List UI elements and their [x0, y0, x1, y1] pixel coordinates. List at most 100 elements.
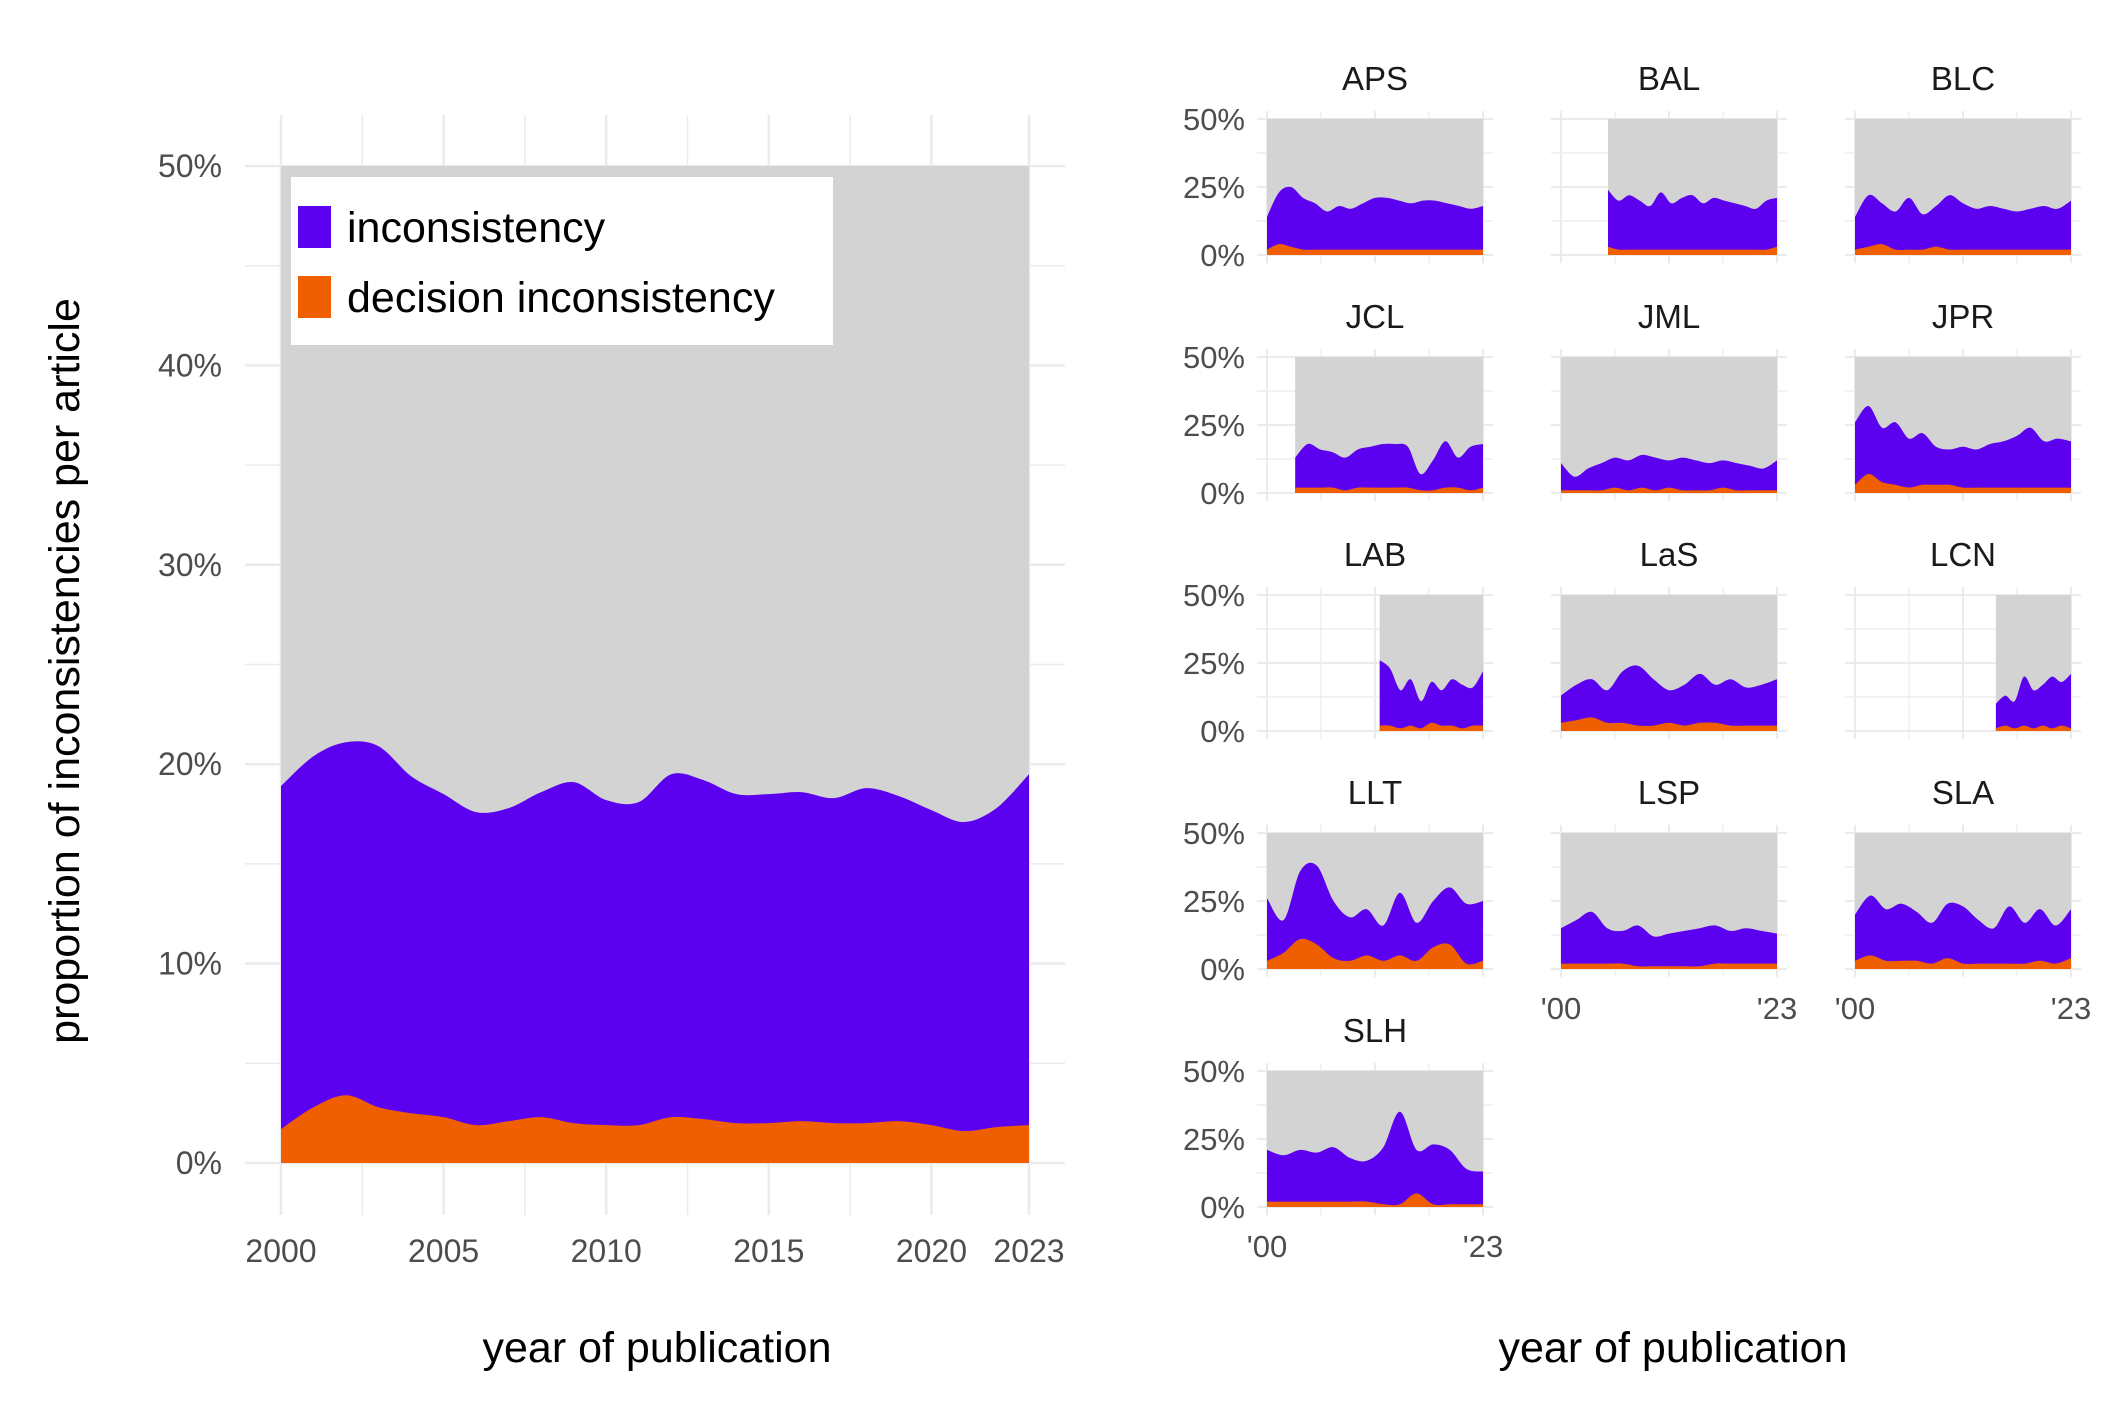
facet-lsp: LSP '00 '23: [1541, 774, 1797, 1026]
legend: inconsistency decision inconsistency: [291, 177, 833, 345]
facet-inconsistency-area: [1267, 186, 1483, 255]
facet-decision-inconsistency-area: [1561, 963, 1777, 969]
facet-blc: BLC: [1845, 60, 2081, 263]
facet-decision-inconsistency-area: [1608, 246, 1777, 255]
facet-y-tick-label: 0%: [1200, 714, 1245, 749]
main-x-tick-labels: 2000 2005 2010 2015 2020 2023: [245, 1233, 1064, 1269]
main-x-tick-label: 2020: [896, 1233, 967, 1269]
facet-y-tick-label: 50%: [1183, 102, 1245, 137]
main-x-tick-label: 2023: [993, 1233, 1064, 1269]
facet-x-tick-label: '00: [1835, 991, 1875, 1026]
main-y-tick-label: 0%: [176, 1145, 222, 1181]
facet-inconsistency-area: [1608, 189, 1777, 255]
facet-panels: APS 0% 25% 50% BAL BLC JCL 0% 25% 50% JML JPR LAB 0% 2…: [1183, 60, 2091, 1264]
facet-jml: JML: [1551, 298, 1787, 501]
main-y-tick-labels: 0% 10% 20% 30% 40% 50%: [158, 148, 222, 1181]
facet-inconsistency-area: [1855, 895, 2071, 969]
facet-inconsistency-area: [1561, 665, 1777, 731]
legend-label-inconsistency: inconsistency: [347, 204, 606, 252]
facet-decision-inconsistency-area: [1267, 1193, 1483, 1207]
facet-inconsistency-area: [1855, 405, 2071, 493]
facet-y-tick-label: 25%: [1183, 170, 1245, 205]
main-y-axis-title: proportion of inconsistencies per articl…: [41, 298, 89, 1044]
facet-y-tick-label: 50%: [1183, 816, 1245, 851]
facet-strip-label: LAB: [1344, 536, 1406, 573]
facet-decision-inconsistency-area: [1855, 244, 2071, 255]
facet-inconsistency-area: [1561, 911, 1777, 969]
facet-inconsistency-area: [1379, 660, 1483, 731]
facet-decision-inconsistency-area: [1295, 487, 1483, 493]
facet-slh: SLH 0% 25% 50% '00 '23: [1183, 1012, 1503, 1264]
main-y-tick-label: 50%: [158, 148, 222, 184]
facet-inconsistency-area: [1267, 1111, 1483, 1207]
facet-y-tick-label: 0%: [1200, 952, 1245, 987]
facet-strip-label: LLT: [1348, 774, 1402, 811]
facet-jcl: JCL 0% 25% 50%: [1183, 298, 1493, 511]
facet-y-tick-label: 50%: [1183, 1054, 1245, 1089]
facet-strip-label: APS: [1342, 60, 1408, 97]
facet-x-tick-label: '00: [1541, 991, 1581, 1026]
facet-strip-label: LSP: [1638, 774, 1700, 811]
main-x-tick-label: 2010: [571, 1233, 642, 1269]
legend-key-inconsistency: [298, 206, 331, 248]
facet-aps: APS 0% 25% 50%: [1183, 60, 1493, 273]
facet-y-tick-label: 0%: [1200, 1190, 1245, 1225]
main-x-tick-label: 2000: [245, 1233, 316, 1269]
legend-label-decision-inconsistency: decision inconsistency: [347, 274, 775, 322]
main-y-tick-label: 20%: [158, 746, 222, 782]
facet-x-tick-label: '23: [2051, 991, 2091, 1026]
facet-y-tick-label: 0%: [1200, 238, 1245, 273]
facet-strip-label: JPR: [1932, 298, 1994, 335]
legend-background: [291, 177, 833, 345]
facet-y-tick-label: 25%: [1183, 408, 1245, 443]
inconsistency-area: [281, 741, 1029, 1163]
main-chart: 0%10%20%30%40%50% 2000 2005 2010 2015 2020 20…: [41, 115, 1065, 1372]
facet-y-tick-label: 0%: [1200, 476, 1245, 511]
facet-decision-inconsistency-area: [1561, 717, 1777, 731]
facet-decision-inconsistency-area: [1267, 938, 1483, 969]
legend-key-decision-inconsistency: [298, 276, 331, 318]
main-x-tick-label: 2005: [408, 1233, 479, 1269]
facet-bal: BAL: [1551, 60, 1787, 263]
facet-strip-label: LaS: [1640, 536, 1699, 573]
main-y-tick-label: 40%: [158, 347, 222, 383]
facet-inconsistency-area: [1561, 454, 1777, 493]
facet-inconsistency-area: [1295, 441, 1483, 493]
main-x-tick-label: 2015: [733, 1233, 804, 1269]
main-y-tick-label: 30%: [158, 547, 222, 583]
facet-lcn: LCN: [1845, 536, 2081, 739]
facet-y-tick-label: 25%: [1183, 646, 1245, 681]
facet-decision-inconsistency-area: [1855, 955, 2071, 969]
facet-x-tick-label: '23: [1463, 1229, 1503, 1264]
facet-y-tick-label: 25%: [1183, 884, 1245, 919]
facet-x-axis-title: year of publication: [1499, 1324, 1848, 1372]
facet-decision-inconsistency-area: [1561, 487, 1777, 493]
facet-strip-label: SLH: [1343, 1012, 1407, 1049]
facet-strip-label: SLA: [1932, 774, 1994, 811]
facet-inconsistency-area: [1267, 862, 1483, 969]
facet-jpr: JPR: [1845, 298, 2081, 501]
facet-decision-inconsistency-area: [1995, 725, 2071, 731]
facet-y-tick-label: 25%: [1183, 1122, 1245, 1157]
facet-strip-label: JML: [1638, 298, 1700, 335]
facet-strip-label: BLC: [1931, 60, 1995, 97]
facet-x-tick-label: '00: [1247, 1229, 1287, 1264]
facet-strip-label: BAL: [1638, 60, 1700, 97]
facet-inconsistency-area: [1855, 194, 2071, 255]
facet-y-tick-label: 50%: [1183, 340, 1245, 375]
decision-inconsistency-area: [281, 1095, 1029, 1163]
facet-decision-inconsistency-area: [1379, 722, 1483, 731]
facet-decision-inconsistency-area: [1855, 473, 2071, 493]
facet-strip-label: JCL: [1346, 298, 1405, 335]
main-y-tick-label: 10%: [158, 946, 222, 982]
facet-strip-label: LCN: [1930, 536, 1996, 573]
facet-llt: LLT 0% 25% 50%: [1183, 774, 1493, 987]
facet-sla: SLA '00 '23: [1835, 774, 2091, 1026]
facet-inconsistency-area: [1995, 673, 2071, 731]
facet-y-tick-label: 50%: [1183, 578, 1245, 613]
facet-lab: LAB 0% 25% 50%: [1183, 536, 1493, 749]
facet-decision-inconsistency-area: [1267, 244, 1483, 255]
facet-x-tick-label: '23: [1757, 991, 1797, 1026]
main-x-axis-title: year of publication: [483, 1324, 832, 1372]
